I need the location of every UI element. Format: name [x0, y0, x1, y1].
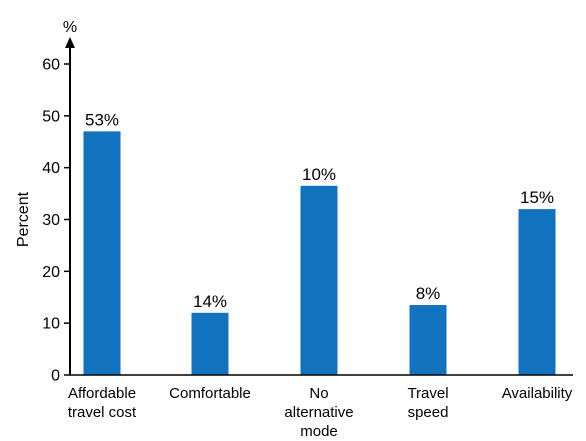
- y-axis-unit-label: %: [63, 19, 77, 36]
- x-category-label: Availability: [502, 385, 573, 402]
- y-axis-arrow-icon: [65, 37, 75, 48]
- x-category-label-line: Comfortable: [169, 385, 251, 402]
- x-category-label-line: Travel: [407, 385, 448, 402]
- bar: [83, 131, 121, 375]
- y-axis-title: Percent: [15, 191, 32, 247]
- y-tick-label: 60: [42, 57, 60, 74]
- x-category-label: Affordable travel cost: [68, 385, 137, 421]
- x-category-label-line: travel cost: [68, 404, 137, 421]
- y-tick-label: 20: [42, 264, 60, 281]
- x-category-label-line: mode: [300, 423, 338, 440]
- bar: [191, 312, 229, 375]
- x-category-label-line: speed: [408, 404, 449, 421]
- bar-data-label: 8%: [416, 284, 441, 303]
- y-ticks-group: 0 10 20 30 40 50 60: [42, 57, 70, 385]
- category-labels-group: Affordable travel cost Comfortable No altern…: [68, 385, 573, 440]
- y-axis: [65, 37, 75, 375]
- x-category-label-line: Availability: [502, 385, 573, 402]
- x-category-label: Comfortable: [169, 385, 251, 402]
- bar-data-label: 14%: [193, 292, 227, 311]
- x-category-label-line: alternative: [284, 404, 353, 421]
- x-category-label-line: Affordable: [68, 385, 136, 402]
- y-tick-label: 10: [42, 316, 60, 333]
- bars-group: [83, 131, 556, 375]
- bar: [518, 209, 556, 375]
- x-category-label-line: No: [309, 385, 328, 402]
- bar: [409, 305, 447, 375]
- bar: [300, 185, 338, 375]
- x-category-label: No alternative mode: [284, 385, 353, 440]
- x-category-label: Travel speed: [407, 385, 448, 421]
- bar-data-label: 53%: [85, 110, 119, 129]
- y-tick-label: 30: [42, 212, 60, 229]
- y-tick-label: 50: [42, 108, 60, 125]
- bar-data-label: 15%: [520, 188, 554, 207]
- bar-data-label: 10%: [302, 165, 336, 184]
- data-labels-group: 53% 14% 10% 8% 15%: [85, 110, 554, 310]
- y-tick-label: 40: [42, 160, 60, 177]
- y-tick-label: 0: [51, 368, 60, 385]
